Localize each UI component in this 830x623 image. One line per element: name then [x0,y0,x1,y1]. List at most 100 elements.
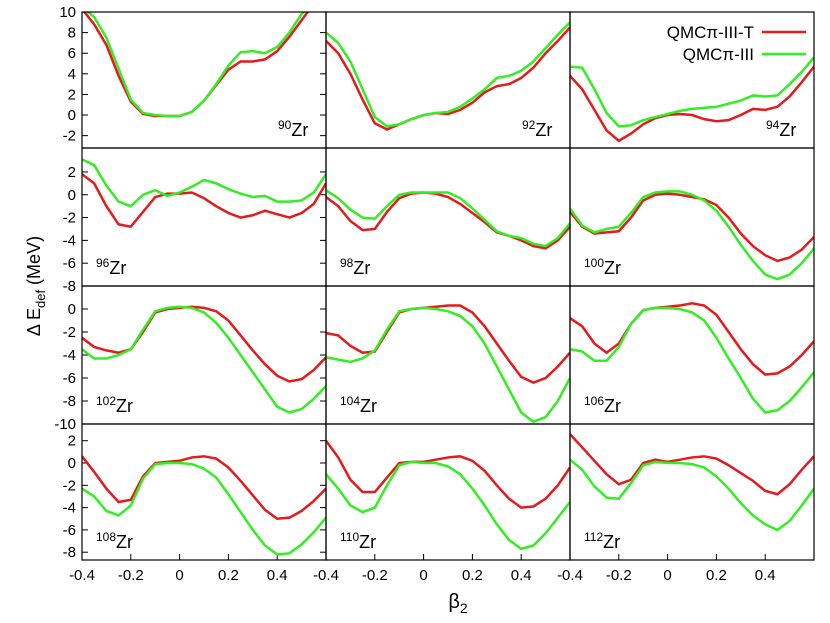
panel-label: 112Zr [584,530,620,552]
data-line [570,433,814,496]
label-mass: 102 [96,394,116,408]
y-tick-label: -4 [63,347,76,364]
data-line [326,460,570,551]
label-mass: 90 [278,118,292,132]
data-line [326,21,570,128]
label-mass: 96 [96,256,110,270]
y-tick-label: -6 [63,522,76,539]
label-mass: 104 [340,394,360,408]
y-label-main: Δ E [24,308,44,336]
y-tick-label: -8 [63,278,76,295]
x-tick-label: 0.2 [218,567,239,584]
panel-label: 100Zr [584,256,621,278]
panel: 106Zr [569,285,815,425]
y-tick-label: 0 [68,301,76,318]
panel: -8 -6 -4 -2 0 2 96Zr [63,147,327,295]
x-tick-label: -0.2 [362,567,388,584]
y-tick-label: 6 [68,45,76,62]
x-axis-label: β2 [448,591,468,616]
label-mass: 92 [522,118,536,132]
x-tick-label: 0.2 [706,567,727,584]
label-mass: 106 [584,394,604,408]
x-label-sub: 2 [460,600,468,616]
data-line [82,158,326,208]
data-line [82,305,326,383]
data-line [570,65,814,143]
label-mass: 112 [584,530,603,544]
label-symbol: Zr [603,532,620,552]
label-symbol: Zr [604,258,621,278]
x-tick-label: 0.2 [462,567,483,584]
x-tick-label: -0.2 [606,567,632,584]
panel: -2 0 2 4 6 8 10 90Zr [59,4,327,149]
label-symbol: Zr [535,120,552,140]
y-tick-label: -4 [63,232,76,249]
y-tick-label: 2 [68,433,76,450]
label-symbol: Zr [353,258,370,278]
panel: 94Zr QMCπ-III-T QMCπ-III [569,11,815,149]
label-symbol: Zr [604,396,621,416]
data-line [570,56,814,128]
panel: 92Zr [325,11,571,149]
label-symbol: Zr [291,120,308,140]
y-label-sub: def [33,290,48,308]
panel: 100Zr [569,147,815,287]
label-symbol: Zr [360,396,377,416]
data-line [570,306,814,414]
y-axis-label: Δ Edef (MeV) [24,236,48,336]
y-tick-label: 2 [68,86,76,103]
data-line [326,189,570,248]
data-line [326,304,570,384]
x-tick-label: 0.4 [755,567,776,584]
y-tick-label: -2 [63,477,76,494]
y-tick-label: -2 [63,324,76,341]
data-line [82,173,326,229]
panel: -0.4 -0.2 0 0.2 0.4 112Zr [557,423,815,584]
data-line [570,301,814,376]
y-tick-label: -10 [54,416,76,433]
y-label-unit: (MeV) [24,236,44,285]
panel-label: 102Zr [96,394,133,416]
y-tick-label: 4 [68,66,76,83]
data-line [326,26,570,131]
data-line [326,306,570,424]
label-mass: 98 [340,256,354,270]
panel: 104Zr [325,285,571,425]
y-tick-label: -4 [63,500,76,517]
label-mass: 108 [96,530,116,544]
y-tick-label: -8 [63,393,76,410]
panel: 98Zr [325,147,571,287]
panel-label: 90Zr [278,118,308,140]
panel: -10 -8 -6 -4 -2 0 102Zr [54,285,327,433]
x-tick-label: 0.4 [267,567,288,584]
legend-label: QMCπ-III-T [667,23,754,42]
y-tick-label: -8 [63,544,76,561]
data-line [82,461,326,556]
label-mass: 110 [340,530,359,544]
panel: -0.4 -0.2 0 0.2 0.4 110Zr [313,423,571,584]
y-tick-label: 0 [68,455,76,472]
panel-label: 108Zr [96,530,133,552]
data-line [326,191,570,250]
panel-label: 98Zr [340,256,370,278]
y-tick-label: 10 [59,4,76,21]
y-tick-label: 0 [68,107,76,124]
x-tick-label: -0.4 [313,567,339,584]
panel-label: 96Zr [96,256,126,278]
y-tick-label: -2 [63,210,76,227]
panel-label: 92Zr [522,118,552,140]
label-symbol: Zr [109,258,126,278]
panel: -8 -6 -4 -2 0 2 -0.4 -0.2 0 0.2 0.4 108Zr [63,423,327,584]
data-line [570,458,814,532]
panel-label: 94Zr [766,118,796,140]
y-tick-label: -6 [63,255,76,272]
y-tick-label: 8 [68,25,76,42]
legend-label: QMCπ-III [683,45,754,64]
x-label-main: β [448,591,460,613]
data-line [570,192,814,263]
data-line [82,455,326,521]
label-symbol: Zr [779,120,796,140]
label-symbol: Zr [116,396,133,416]
data-line [86,12,306,118]
x-tick-label: -0.2 [118,567,144,584]
